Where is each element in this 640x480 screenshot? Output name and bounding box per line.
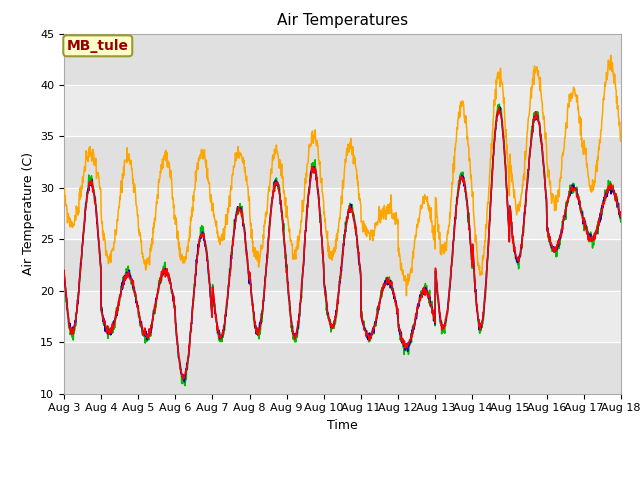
Legend: AirT, li75_t, li77_temp, Tsonic: AirT, li75_t, li77_temp, Tsonic [147, 479, 538, 480]
Title: Air Temperatures: Air Temperatures [277, 13, 408, 28]
Bar [64, 136, 621, 188]
X-axis label: Time: Time [327, 419, 358, 432]
Bar [64, 188, 621, 240]
Bar [64, 85, 621, 136]
Bar [64, 240, 621, 291]
Bar [64, 342, 621, 394]
Text: MB_tule: MB_tule [67, 39, 129, 53]
Bar [64, 291, 621, 342]
Bar [64, 34, 621, 85]
Y-axis label: Air Temperature (C): Air Temperature (C) [22, 152, 35, 275]
